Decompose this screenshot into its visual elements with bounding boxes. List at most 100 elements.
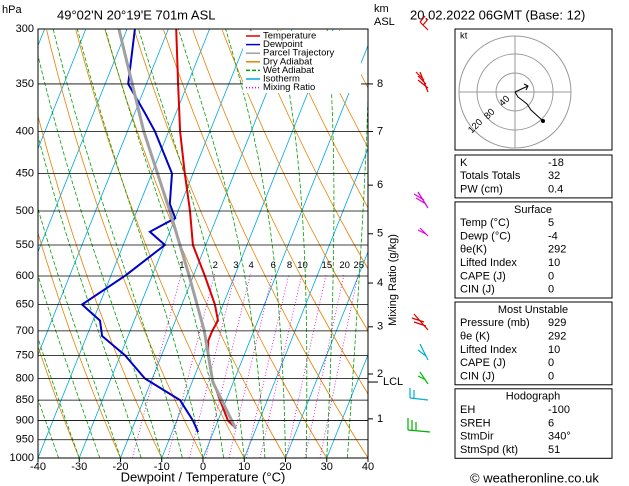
row-label: Dewp (°C): [460, 230, 511, 242]
legend-label: Parcel Trajectory: [263, 48, 335, 59]
legend-box: [243, 31, 361, 93]
row-value: 0: [548, 370, 554, 382]
km-tick-label: 1: [377, 413, 383, 425]
row-value: 0: [548, 270, 554, 282]
section-title: Hodograph: [506, 391, 560, 403]
hodograph-frame: [454, 28, 613, 151]
km-tick-label: 2: [377, 368, 383, 380]
dry-adiabat: [134, 29, 328, 458]
mixing-ratio-label: 3: [233, 260, 238, 271]
hodograph-ring-label: 80: [482, 107, 497, 122]
isotherm: [202, 44, 368, 458]
storm-motion: [514, 83, 529, 93]
row-value: 6: [548, 417, 554, 429]
x-tick-label: 10: [238, 461, 250, 473]
row-value: -18: [548, 157, 564, 169]
legend-label: Wet Adiabat: [263, 65, 314, 76]
y2-axis-title: Mixing Ratio (g/kg): [387, 234, 399, 326]
table-box: [454, 301, 613, 386]
isotherm: [38, 29, 210, 458]
footer: © weatheronline.co.uk: [470, 470, 599, 485]
mixing-ratio-line: [228, 273, 274, 458]
y-tick-label: 950: [16, 434, 34, 446]
legend-label: Isotherm: [263, 74, 300, 85]
plot-frame: [37, 28, 369, 459]
mixing-ratio-line: [205, 273, 251, 458]
mixing-ratio-label: 6: [271, 260, 276, 271]
table-box: [454, 201, 613, 299]
date: 20.02.2022 06GMT (Base: 12): [410, 7, 585, 22]
dry-adiabat: [251, 29, 368, 270]
lcl-label: LCL: [383, 376, 403, 388]
y-tick-label: 750: [16, 349, 34, 361]
mixing-ratio-label: 8: [287, 260, 292, 271]
y-tick-label: 1000: [10, 452, 34, 464]
mixing-ratio-label: 4: [248, 260, 253, 271]
legend-label: Dewpoint: [263, 39, 303, 50]
mixing-ratio-label: 20: [339, 260, 350, 271]
row-value: 5: [548, 217, 554, 229]
row-label: StmSpd (kt): [460, 444, 518, 456]
mixing-ratio-label: 2: [213, 260, 218, 271]
y-tick-label: 400: [16, 125, 34, 137]
row-label: CAPE (J): [460, 357, 506, 369]
y-tick-label: 600: [16, 270, 34, 282]
wet-adiabat: [38, 53, 163, 458]
dry-adiabat: [46, 29, 204, 458]
row-value: 292: [548, 331, 566, 343]
x-tick-label: -40: [30, 461, 46, 473]
section-title: Most Unstable: [498, 304, 568, 316]
profiles: [80, 29, 237, 433]
row-label: SREH: [460, 417, 491, 429]
row-value: 10: [548, 257, 560, 269]
isotherm: [0, 29, 3, 458]
wind-barb: [407, 418, 431, 433]
wind-barbs: [407, 15, 431, 433]
wind-barb: [417, 371, 429, 385]
wind-barb: [415, 71, 429, 93]
isotherm: [38, 29, 169, 356]
row-label: CAPE (J): [460, 270, 506, 282]
row-value: 340°: [548, 431, 571, 443]
row-value: 32: [548, 170, 560, 182]
y-tick-label: 300: [16, 23, 34, 35]
row-label: θe (K): [460, 331, 490, 343]
row-label: CIN (J): [460, 370, 495, 382]
mixing-ratio-label: 15: [322, 260, 333, 271]
row-value: 51: [548, 444, 560, 456]
isotherm: [243, 147, 368, 458]
x-tick-label: -30: [71, 461, 87, 473]
y-tick-label: 650: [16, 298, 34, 310]
x-tick-label: 40: [362, 461, 374, 473]
row-value: -100: [548, 404, 570, 416]
wind-barb: [411, 313, 429, 331]
row-value: 292: [548, 244, 566, 256]
dry-adiabat: [573, 30, 629, 458]
dry-adiabat: [38, 114, 163, 458]
wind-barb: [419, 15, 429, 31]
table-box: [454, 154, 613, 199]
isotherm: [120, 29, 293, 458]
isotherm: [285, 250, 368, 458]
hodograph: kt 40 80 120: [454, 28, 613, 151]
y-tick-label: 500: [16, 205, 34, 217]
dry-adiabat: [163, 29, 368, 458]
dry-adiabat: [38, 345, 80, 458]
row-label: CIN (J): [460, 284, 495, 296]
mixing-ratio-label: 25: [353, 260, 364, 271]
wind-barb: [417, 343, 429, 361]
indices-table: K -18 Totals Totals 32 PW (cm) 0.4 Surface Temp…: [454, 154, 613, 459]
profile-line: [80, 29, 200, 433]
x-tick-label: 30: [321, 461, 333, 473]
hodograph-ring-label: 40: [497, 94, 512, 109]
y-tick-label: 700: [16, 325, 34, 337]
isotherm: [326, 353, 368, 458]
km-tick-label: 7: [377, 125, 383, 137]
dry-adiabat: [192, 29, 368, 395]
km-label: km: [374, 3, 389, 15]
row-label: Lifted Index: [460, 344, 517, 356]
isotherm: [38, 29, 87, 150]
dry-adiabat: [221, 29, 368, 332]
